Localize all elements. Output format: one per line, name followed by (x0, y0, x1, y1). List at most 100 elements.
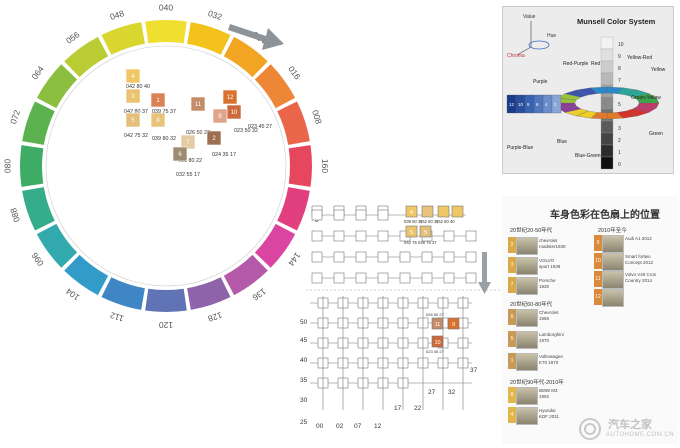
value-step (600, 132, 614, 146)
chroma-scale-label: 6 (536, 102, 539, 107)
car-list-item: 12 (594, 288, 674, 308)
hue-label: 080 (2, 159, 12, 173)
value-step (600, 144, 614, 158)
x-axis-label: 00 (316, 423, 324, 430)
grid-cell (355, 251, 367, 263)
grid-cell (333, 209, 345, 221)
y-axis-label: 40 (300, 357, 308, 364)
value-step (600, 36, 614, 50)
hue-segment (277, 101, 310, 145)
car-list-item: 10 Smart fortwo Concept 2012 (594, 252, 674, 272)
car-color-number: 5 (508, 331, 516, 347)
x-axis-label: 22 (414, 405, 422, 412)
sample-swatch (125, 68, 141, 84)
hue-name-label: Blue (557, 139, 567, 145)
car-list-item: 4 Hyundai KDF 2011 (508, 406, 588, 426)
sample-number: 1 (156, 98, 160, 104)
hue-name-label: Red-Purple (563, 61, 589, 67)
sample-swatch (190, 96, 206, 112)
wheel-sample-swatches: 4 042 80 40 3 042 80 37 5 042 75 32 8 039 75 37… (124, 68, 272, 178)
car-color-number: 7 (508, 277, 516, 293)
value-scale-label: 10 (618, 42, 624, 48)
car-caption: Audi A1 2012 (625, 236, 652, 241)
hue-segment (22, 187, 55, 231)
grid-cell (405, 205, 418, 218)
car-caption: Smart fortwo Concept 2012 (625, 254, 654, 265)
hue-segment (36, 223, 78, 268)
sample-number: 3 (131, 94, 135, 100)
grid-cell (421, 251, 433, 263)
value-step (600, 120, 614, 134)
watermark-url: AUTOHOME.COM.CN (606, 432, 675, 438)
car-list-item: 7 Porsche 1930 (508, 276, 588, 296)
sample-number: 6 (178, 152, 182, 158)
car-color-number: 3 (508, 257, 516, 273)
watermark: 汽车之家 AUTOHOME.COM.CN (578, 414, 678, 444)
sample-code: 023 45 27 (248, 124, 272, 130)
value-step (600, 48, 614, 62)
car-caption: Lamborghini 1970 (539, 332, 564, 343)
grid-cell (355, 230, 367, 242)
x-axis-label: 02 (336, 423, 344, 430)
grid-cell (399, 251, 411, 263)
hue-name-label: Yellow (651, 67, 666, 73)
hue-segment (145, 288, 187, 312)
car-color-number: 12 (594, 289, 602, 305)
hue-segment (101, 277, 145, 310)
hue-segment (22, 101, 55, 145)
hue-label: 008 (310, 109, 324, 126)
hue-label: 136 (250, 286, 268, 303)
sample-code: 032 55 17 (176, 172, 200, 178)
hue-label: 040 (159, 2, 173, 12)
car-list-item: 9 Audi A1 2012 (594, 234, 674, 254)
car-caption: Volkswagen K70 1970 (539, 354, 564, 365)
sample-swatch (222, 89, 238, 105)
car-caption: Porsche 1930 (539, 278, 556, 289)
chroma-scale-label: 12 (509, 102, 515, 107)
car-color-number: 4 (508, 407, 516, 423)
hue-segment (254, 223, 296, 268)
hue-segment (19, 145, 44, 187)
chroma-step (551, 94, 562, 114)
hue-name-label: Yellow-Red (627, 55, 652, 61)
hue-segment (145, 19, 187, 44)
grid-sample-code: 039 80 37 (404, 219, 423, 224)
y-axis-label: 35 (300, 377, 308, 384)
car-photo (516, 237, 538, 255)
grid-cell (443, 251, 455, 263)
panel-title: 车身色彩在色扇上的位置 (550, 210, 660, 221)
hue-segment (36, 64, 78, 109)
sample-swatch (150, 112, 166, 128)
x-axis-label: 32 (448, 389, 456, 396)
sample-code: 031 80 22 (178, 158, 202, 164)
grid-cell (333, 230, 345, 242)
hue-name-label: Blue-Green (575, 153, 601, 159)
chroma-axis-label: Chroma (507, 53, 525, 59)
grid-cell (377, 209, 389, 221)
car-photo (516, 257, 538, 275)
hue-label: 016 (286, 64, 303, 82)
grid-cell (377, 251, 389, 263)
hue-segment (223, 36, 268, 78)
hue-label: 072 (8, 108, 22, 125)
hue-label: 120 (159, 320, 173, 330)
car-list-item: 2 chevrolet roadster1930 (508, 236, 588, 256)
x-axis-label: 07 (354, 423, 362, 430)
car-photo (602, 289, 624, 307)
hue-label: 048 (109, 8, 126, 22)
grid-cell (311, 230, 323, 242)
grid-cell (421, 205, 434, 218)
value-step (600, 96, 614, 110)
hue-segment (64, 254, 109, 296)
car-list-item: 8 BMW M3 1992 (508, 386, 588, 406)
section-label-2010s: 2010年至今 (598, 228, 627, 234)
grid-sample-number: 10 (434, 340, 440, 346)
y-axis-label: 45 (300, 337, 308, 344)
sample-number: 7 (186, 140, 190, 146)
value-scale-label: 8 (618, 66, 621, 72)
hue-label: 104 (64, 286, 82, 303)
grid-cell (465, 272, 477, 284)
car-list-item: 11 Volvo V40 Cros Country 2014 (594, 270, 674, 290)
x-axis-label: 12 (374, 423, 382, 430)
